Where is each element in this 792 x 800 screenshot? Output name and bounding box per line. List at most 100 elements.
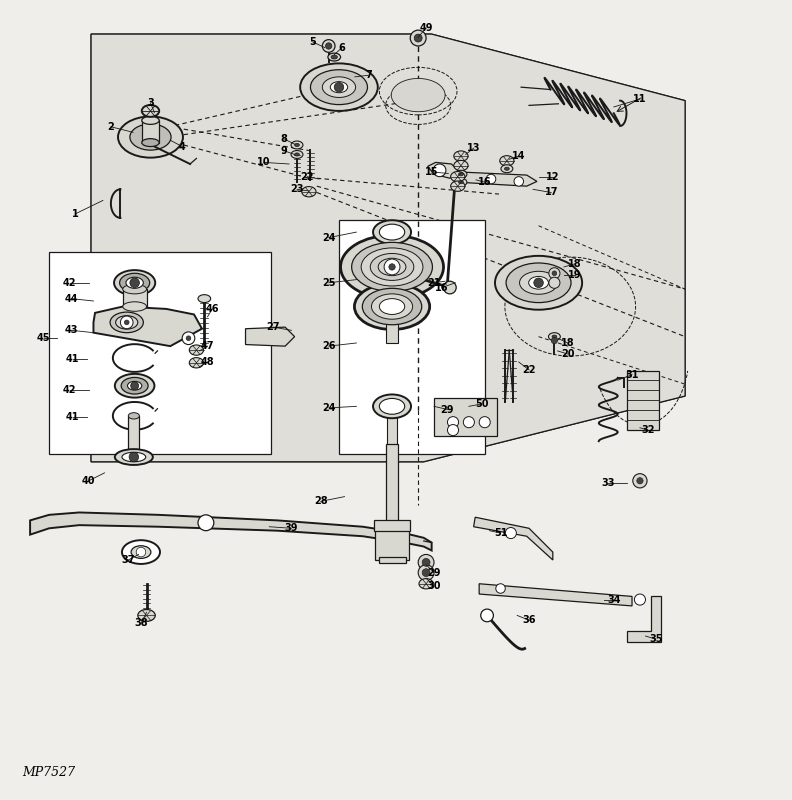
Ellipse shape xyxy=(454,151,468,162)
Bar xyxy=(128,416,139,457)
Text: 27: 27 xyxy=(266,322,280,332)
Text: 20: 20 xyxy=(561,349,575,359)
Text: 30: 30 xyxy=(427,581,441,591)
Circle shape xyxy=(120,316,133,329)
Text: 23: 23 xyxy=(290,184,304,194)
Text: 42: 42 xyxy=(63,386,77,395)
Text: 22: 22 xyxy=(522,365,536,375)
Text: 24: 24 xyxy=(322,233,336,242)
Ellipse shape xyxy=(373,220,411,244)
Circle shape xyxy=(486,174,496,184)
Text: 26: 26 xyxy=(322,341,336,351)
Circle shape xyxy=(447,425,459,436)
Ellipse shape xyxy=(552,335,557,338)
Circle shape xyxy=(463,417,474,428)
Circle shape xyxy=(414,34,422,42)
Text: 12: 12 xyxy=(546,172,560,182)
Circle shape xyxy=(136,547,146,557)
Ellipse shape xyxy=(451,181,465,191)
Circle shape xyxy=(334,82,344,92)
Ellipse shape xyxy=(379,398,405,414)
Text: 14: 14 xyxy=(512,151,526,161)
Text: 6: 6 xyxy=(339,42,345,53)
Text: 36: 36 xyxy=(522,615,536,625)
Circle shape xyxy=(131,382,139,390)
Text: 15: 15 xyxy=(425,167,439,177)
Polygon shape xyxy=(93,306,202,346)
Circle shape xyxy=(637,478,643,484)
Circle shape xyxy=(433,164,446,177)
Bar xyxy=(374,519,410,530)
Text: 5: 5 xyxy=(310,37,316,47)
Text: 46: 46 xyxy=(205,304,219,314)
Ellipse shape xyxy=(548,333,560,341)
Polygon shape xyxy=(30,513,432,550)
Polygon shape xyxy=(451,172,537,186)
Text: 28: 28 xyxy=(314,496,328,506)
Text: 3: 3 xyxy=(147,98,154,108)
Text: 42: 42 xyxy=(63,278,77,288)
Text: 41: 41 xyxy=(66,354,80,364)
Ellipse shape xyxy=(371,254,413,281)
Text: 9: 9 xyxy=(280,146,287,155)
Text: 47: 47 xyxy=(200,341,215,351)
Circle shape xyxy=(634,594,645,605)
Ellipse shape xyxy=(454,161,468,170)
Ellipse shape xyxy=(295,153,299,156)
Ellipse shape xyxy=(123,284,147,294)
Circle shape xyxy=(551,338,558,344)
Text: 24: 24 xyxy=(322,403,336,413)
Text: 13: 13 xyxy=(466,143,481,153)
Ellipse shape xyxy=(118,117,183,158)
Text: 40: 40 xyxy=(82,476,96,486)
Circle shape xyxy=(186,336,191,341)
Bar xyxy=(339,220,485,454)
Circle shape xyxy=(549,278,560,288)
Ellipse shape xyxy=(131,546,150,558)
Text: 10: 10 xyxy=(257,158,271,167)
Circle shape xyxy=(198,515,214,530)
Ellipse shape xyxy=(114,270,155,295)
Ellipse shape xyxy=(363,288,421,325)
Ellipse shape xyxy=(130,124,171,150)
Circle shape xyxy=(418,554,434,570)
Text: 34: 34 xyxy=(607,594,621,605)
Ellipse shape xyxy=(128,382,142,390)
Circle shape xyxy=(389,264,395,270)
Ellipse shape xyxy=(455,178,466,186)
Circle shape xyxy=(481,609,493,622)
Ellipse shape xyxy=(291,150,303,158)
Text: 18: 18 xyxy=(568,258,582,269)
Text: 22: 22 xyxy=(300,172,314,182)
Circle shape xyxy=(633,474,647,488)
Circle shape xyxy=(384,259,400,275)
Ellipse shape xyxy=(189,345,204,355)
Text: 29: 29 xyxy=(440,405,455,414)
Ellipse shape xyxy=(506,263,571,302)
Text: 41: 41 xyxy=(66,413,80,422)
Ellipse shape xyxy=(379,224,405,240)
Ellipse shape xyxy=(116,316,138,329)
Ellipse shape xyxy=(373,394,411,418)
Polygon shape xyxy=(474,518,553,560)
Text: 37: 37 xyxy=(121,555,135,565)
Text: 50: 50 xyxy=(474,399,489,409)
Text: 38: 38 xyxy=(134,618,148,628)
Polygon shape xyxy=(246,327,295,346)
Ellipse shape xyxy=(495,256,582,310)
Ellipse shape xyxy=(352,242,432,291)
Ellipse shape xyxy=(371,294,413,319)
Ellipse shape xyxy=(122,452,146,462)
Ellipse shape xyxy=(291,141,303,149)
Ellipse shape xyxy=(126,278,143,288)
Circle shape xyxy=(444,282,456,294)
Text: 16: 16 xyxy=(435,282,449,293)
Ellipse shape xyxy=(189,358,204,368)
Ellipse shape xyxy=(328,53,341,61)
Polygon shape xyxy=(627,597,661,642)
Bar xyxy=(49,252,271,454)
Circle shape xyxy=(124,320,129,325)
Ellipse shape xyxy=(379,298,405,314)
Bar xyxy=(386,306,398,343)
Circle shape xyxy=(130,278,139,287)
